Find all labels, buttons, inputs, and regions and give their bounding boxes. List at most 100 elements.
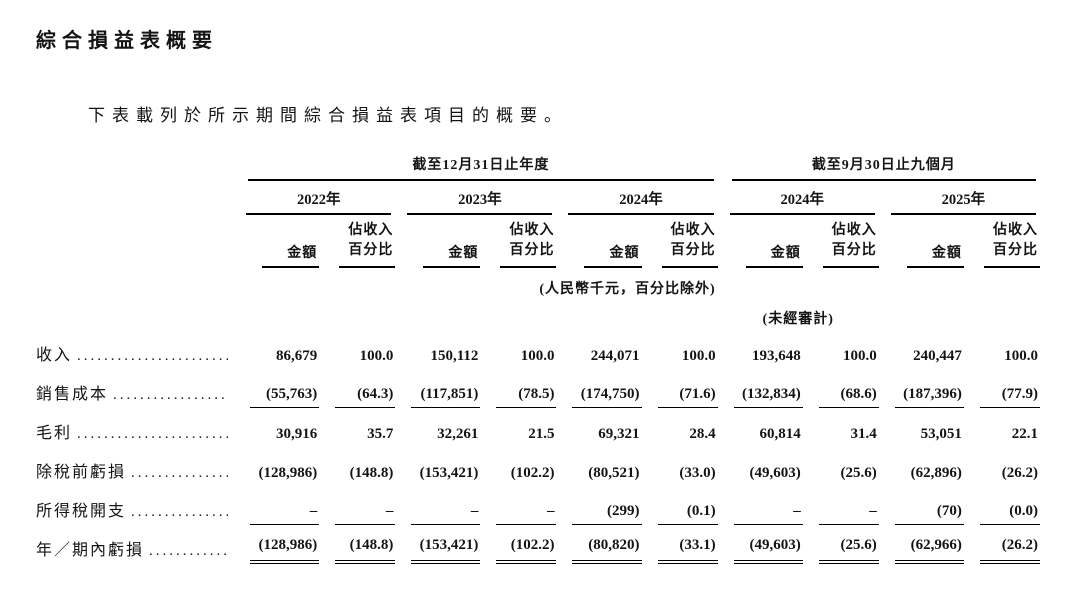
spacer-cell	[718, 268, 1040, 300]
cell-value: –	[803, 486, 879, 525]
cell-value: 244,071	[590, 347, 640, 364]
units-note-row: (人民幣千元，百分比除外)	[36, 268, 1040, 300]
cell-value: –	[395, 486, 481, 525]
subheader-pct: 佔收入 百分比	[319, 215, 396, 268]
cell-value: (26.2)	[964, 525, 1040, 564]
row-label: 年／期內虧損	[36, 525, 234, 564]
subheader-amount: 金額	[234, 215, 320, 268]
row-label: 毛利	[36, 408, 234, 447]
cell-value: 31.4	[850, 425, 877, 442]
intro-paragraph: 下表載列於所示期間綜合損益表項目的概要。	[88, 106, 568, 125]
cell-value: (0.1)	[642, 486, 718, 525]
cell-value: 28.4	[689, 425, 716, 442]
dot-leader	[131, 464, 228, 482]
cell-value: (49,603)	[718, 525, 803, 564]
row-label: 除稅前虧損	[36, 447, 234, 486]
cell-value: 193,648	[751, 347, 801, 364]
cell-value: 69,321	[598, 425, 640, 442]
cell-value: 100.0	[520, 347, 555, 364]
spacer-cell	[36, 215, 234, 268]
cell-value: 35.7	[367, 425, 394, 442]
cell-value: (0.0)	[964, 486, 1040, 525]
spacer-cell	[36, 154, 234, 181]
cell-value: –	[234, 486, 320, 525]
document-page: 綜合損益表概要 下表載列於所示期間綜合損益表項目的概要。 截至12月31日止年度…	[0, 0, 1080, 564]
cell-value: 22.1	[1011, 425, 1038, 442]
spacer-cell	[879, 300, 1040, 330]
subheader-amount: 金額	[395, 215, 481, 268]
cell-value: (128,986)	[258, 464, 318, 481]
dot-leader	[113, 386, 228, 404]
cell-value: (117,851)	[395, 369, 481, 408]
table-row-loss-for-period: 年／期內虧損 (128,986) (148.8) (153,421) (102.…	[36, 525, 1040, 564]
year-header-2023: 2023年	[395, 181, 556, 215]
cell-value: (25.6)	[840, 464, 877, 481]
cell-value: 150,112	[430, 347, 479, 364]
cell-value: 100.0	[681, 347, 716, 364]
cell-value: (132,834)	[718, 369, 803, 408]
income-statement-table: 截至12月31日止年度 截至9月30日止九個月 2022年 2023年 2024…	[36, 154, 1040, 564]
cell-value: (148.8)	[319, 525, 396, 564]
unaudited-note-row: (未經審計)	[36, 300, 1040, 330]
dot-leader	[149, 542, 228, 560]
cell-value: (148.8)	[349, 464, 394, 481]
cell-value: (187,396)	[879, 369, 964, 408]
spacer-cell	[36, 181, 234, 215]
subheader-pct: 佔收入 百分比	[480, 215, 557, 268]
group-header-annual: 截至12月31日止年度	[234, 154, 717, 181]
cell-value: 21.5	[528, 425, 555, 442]
cell-value: (49,603)	[749, 464, 801, 481]
row-label: 收入	[36, 330, 234, 369]
cell-value: 32,261	[437, 425, 479, 442]
cell-value: 100.0	[1004, 347, 1038, 364]
table-row-loss-before-tax: 除稅前虧損 (128,986) (148.8) (153,421) (102.2…	[36, 447, 1040, 486]
units-note: (人民幣千元，百分比除外)	[539, 281, 716, 297]
cell-value: (78.5)	[480, 369, 557, 408]
cell-value: 53,051	[920, 425, 962, 442]
cell-value: 30,916	[276, 425, 318, 442]
subheader-amount: 金額	[556, 215, 642, 268]
cell-value: (299)	[556, 486, 642, 525]
cell-value: 100.0	[843, 347, 877, 364]
cell-value: (68.6)	[803, 369, 879, 408]
cell-value: –	[319, 486, 396, 525]
cell-value: (25.6)	[803, 525, 879, 564]
cell-value: 100.0	[359, 347, 394, 364]
cell-value: (64.3)	[319, 369, 396, 408]
cell-value: (62,966)	[879, 525, 964, 564]
cell-value: (102.2)	[480, 525, 557, 564]
cell-value: (26.2)	[1001, 464, 1038, 481]
subheader-pct: 佔收入 百分比	[642, 215, 718, 268]
cell-value: (80,521)	[588, 464, 640, 481]
cell-value: (71.6)	[642, 369, 718, 408]
cell-value: 86,679	[276, 347, 318, 364]
cell-value: (62,896)	[910, 464, 962, 481]
dot-leader	[77, 347, 228, 365]
cell-value: –	[718, 486, 803, 525]
cell-value: (70)	[879, 486, 964, 525]
cell-value: (174,750)	[556, 369, 642, 408]
table-row-income-tax: 所得稅開支 – – – – (299) (0.1) – – (70) (0.0)	[36, 486, 1040, 525]
year-header-2022: 2022年	[234, 181, 395, 215]
page-title: 綜合損益表概要	[36, 30, 218, 52]
cell-value: (33.0)	[679, 464, 716, 481]
year-header-2025-interim: 2025年	[879, 181, 1040, 215]
subheader-pct: 佔收入 百分比	[803, 215, 879, 268]
dot-leader	[77, 425, 228, 443]
group-header-row: 截至12月31日止年度 截至9月30日止九個月	[36, 154, 1040, 181]
table-row-cost-of-sales: 銷售成本 (55,763) (64.3) (117,851) (78.5) (1…	[36, 369, 1040, 408]
cell-value: (153,421)	[395, 525, 481, 564]
spacer-cell	[36, 268, 234, 300]
row-label: 銷售成本	[36, 369, 234, 408]
cell-value: (77.9)	[964, 369, 1040, 408]
cell-value: 240,447	[913, 347, 962, 364]
cell-value: –	[480, 486, 557, 525]
spacer-cell	[36, 300, 718, 330]
cell-value: (80,820)	[556, 525, 642, 564]
table-row-gross-profit: 毛利 30,916 35.7 32,261 21.5 69,321 28.4 6…	[36, 408, 1040, 447]
cell-value: (128,986)	[234, 525, 320, 564]
cell-value: (55,763)	[234, 369, 320, 408]
row-label: 所得稅開支	[36, 486, 234, 525]
dot-leader	[131, 503, 228, 521]
cell-value: 60,814	[759, 425, 801, 442]
